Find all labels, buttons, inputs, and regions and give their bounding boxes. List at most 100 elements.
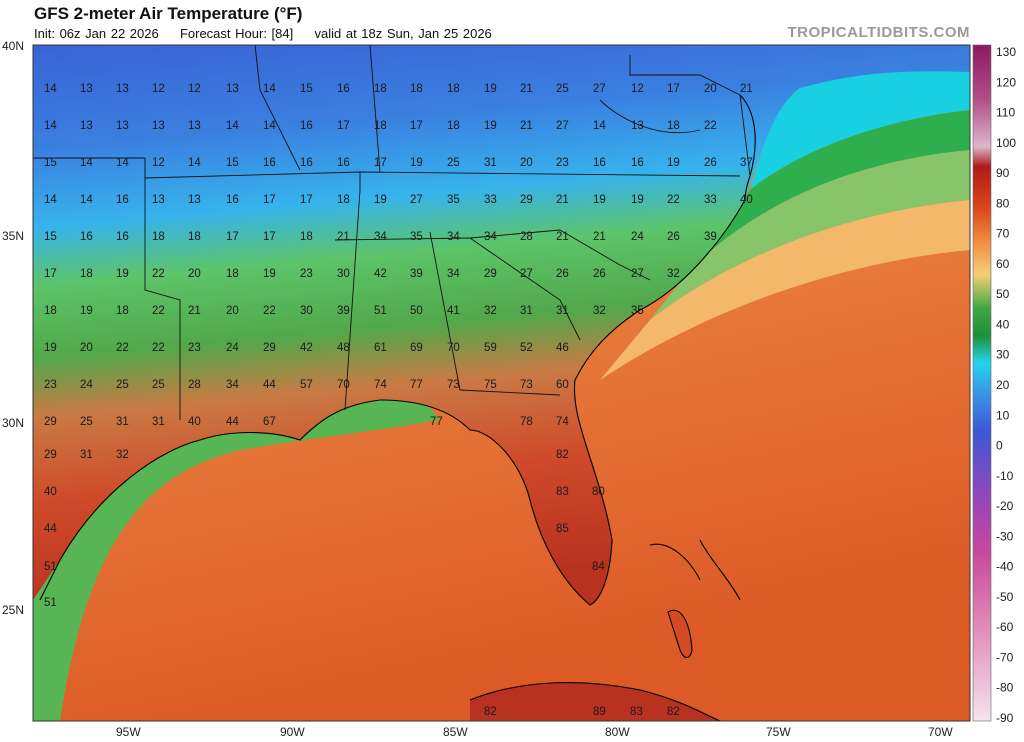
- station-value: 17: [263, 194, 276, 206]
- colorbar-tick-label: -10: [996, 469, 1014, 483]
- station-value: 22: [263, 305, 276, 317]
- station-value: 18: [410, 83, 423, 95]
- station-value: 27: [520, 268, 533, 280]
- station-value: 84: [592, 561, 605, 573]
- station-value: 24: [226, 342, 239, 354]
- station-value: 83: [630, 706, 643, 718]
- station-value: 18: [152, 231, 165, 243]
- station-value: 15: [300, 83, 313, 95]
- station-value: 21: [593, 231, 606, 243]
- station-value: 29: [484, 268, 497, 280]
- station-value: 14: [593, 120, 606, 132]
- station-value: 30: [337, 268, 350, 280]
- colorbar-tick-label: 100: [996, 136, 1016, 150]
- colorbar-tick-label: 60: [996, 257, 1010, 271]
- colorbar-tick-label: 0: [996, 439, 1003, 453]
- station-value: 22: [152, 342, 165, 354]
- colorbar-tick-label: 40: [996, 317, 1010, 331]
- station-value: 18: [226, 268, 239, 280]
- station-value: 19: [410, 157, 423, 169]
- station-value: 34: [447, 231, 460, 243]
- station-value: 40: [740, 194, 753, 206]
- colorbar-tick-label: 120: [996, 75, 1016, 89]
- station-value: 21: [520, 83, 533, 95]
- colorbar-tick-label: -30: [996, 529, 1014, 543]
- lat-label-30n: 30N: [2, 416, 24, 430]
- colorbar-tick-label: -70: [996, 650, 1014, 664]
- station-value: 29: [44, 416, 57, 428]
- station-value: 37: [740, 157, 753, 169]
- station-value: 73: [447, 379, 460, 391]
- colorbar-tick-label: 10: [996, 408, 1010, 422]
- station-value: 27: [410, 194, 423, 206]
- station-value: 78: [520, 416, 533, 428]
- colorbar-tick-label: -20: [996, 499, 1014, 513]
- station-value: 31: [116, 416, 129, 428]
- station-value: 51: [44, 561, 57, 573]
- init-time: Init: 06z Jan 22 2026: [34, 26, 159, 41]
- station-value: 24: [80, 379, 93, 391]
- station-value: 80: [592, 486, 605, 498]
- colorbar-tick-label: -60: [996, 620, 1014, 634]
- station-values: 14 13 13 12 12 13 14 15 16 18 18 18 19 21 25 27 12 17 20 21…: [44, 83, 753, 718]
- station-value: 16: [337, 157, 350, 169]
- station-value: 23: [188, 342, 201, 354]
- atlantic-warm-band: [600, 200, 970, 380]
- station-value: 42: [300, 342, 313, 354]
- station-value: 31: [556, 305, 569, 317]
- station-value: 18: [80, 268, 93, 280]
- station-value: 16: [300, 120, 313, 132]
- station-value: 25: [116, 379, 129, 391]
- colorbar-tick-label: -90: [996, 711, 1014, 725]
- state-borders: [33, 45, 751, 420]
- station-value: 35: [447, 194, 460, 206]
- lon-label-85w: 85W: [443, 725, 468, 739]
- gulf-coastal-band: [33, 395, 440, 721]
- station-value: 85: [556, 523, 569, 535]
- station-value: 16: [226, 194, 239, 206]
- station-value: 39: [704, 231, 717, 243]
- station-value: 14: [226, 120, 239, 132]
- station-value: 19: [484, 83, 497, 95]
- station-value: 33: [704, 194, 717, 206]
- station-value: 74: [374, 379, 387, 391]
- station-value: 31: [80, 449, 93, 461]
- station-value: 18: [44, 305, 57, 317]
- station-value: 18: [374, 83, 387, 95]
- cuba-landmass: [470, 682, 720, 721]
- station-value: 20: [188, 268, 201, 280]
- longitude-labels: 95W 90W 85W 80W 75W 70W: [116, 725, 953, 739]
- station-value: 16: [593, 157, 606, 169]
- station-value: 18: [337, 194, 350, 206]
- station-value: 15: [226, 157, 239, 169]
- station-value: 34: [447, 268, 460, 280]
- station-value: 28: [520, 231, 533, 243]
- station-value: 40: [44, 486, 57, 498]
- station-value: 82: [484, 706, 497, 718]
- station-value: 60: [556, 379, 569, 391]
- station-value: 25: [556, 83, 569, 95]
- station-value: 44: [263, 379, 276, 391]
- lon-label-75w: 75W: [766, 725, 791, 739]
- station-value: 12: [152, 83, 165, 95]
- station-value: 33: [484, 194, 497, 206]
- station-value: 14: [80, 194, 93, 206]
- station-value: 32: [593, 305, 606, 317]
- station-value: 32: [116, 449, 129, 461]
- station-value: 67: [263, 416, 276, 428]
- station-value: 23: [300, 268, 313, 280]
- station-value: 18: [447, 120, 460, 132]
- station-value: 30: [300, 305, 313, 317]
- station-value: 14: [44, 194, 57, 206]
- station-value: 59: [484, 342, 497, 354]
- station-value: 21: [740, 83, 753, 95]
- station-value: 19: [484, 120, 497, 132]
- station-value: 17: [410, 120, 423, 132]
- station-value: 14: [263, 120, 276, 132]
- station-value: 44: [226, 416, 239, 428]
- colorbar-tick-label: -80: [996, 681, 1014, 695]
- station-value: 19: [374, 194, 387, 206]
- station-value: 57: [300, 379, 313, 391]
- station-value: 14: [188, 157, 201, 169]
